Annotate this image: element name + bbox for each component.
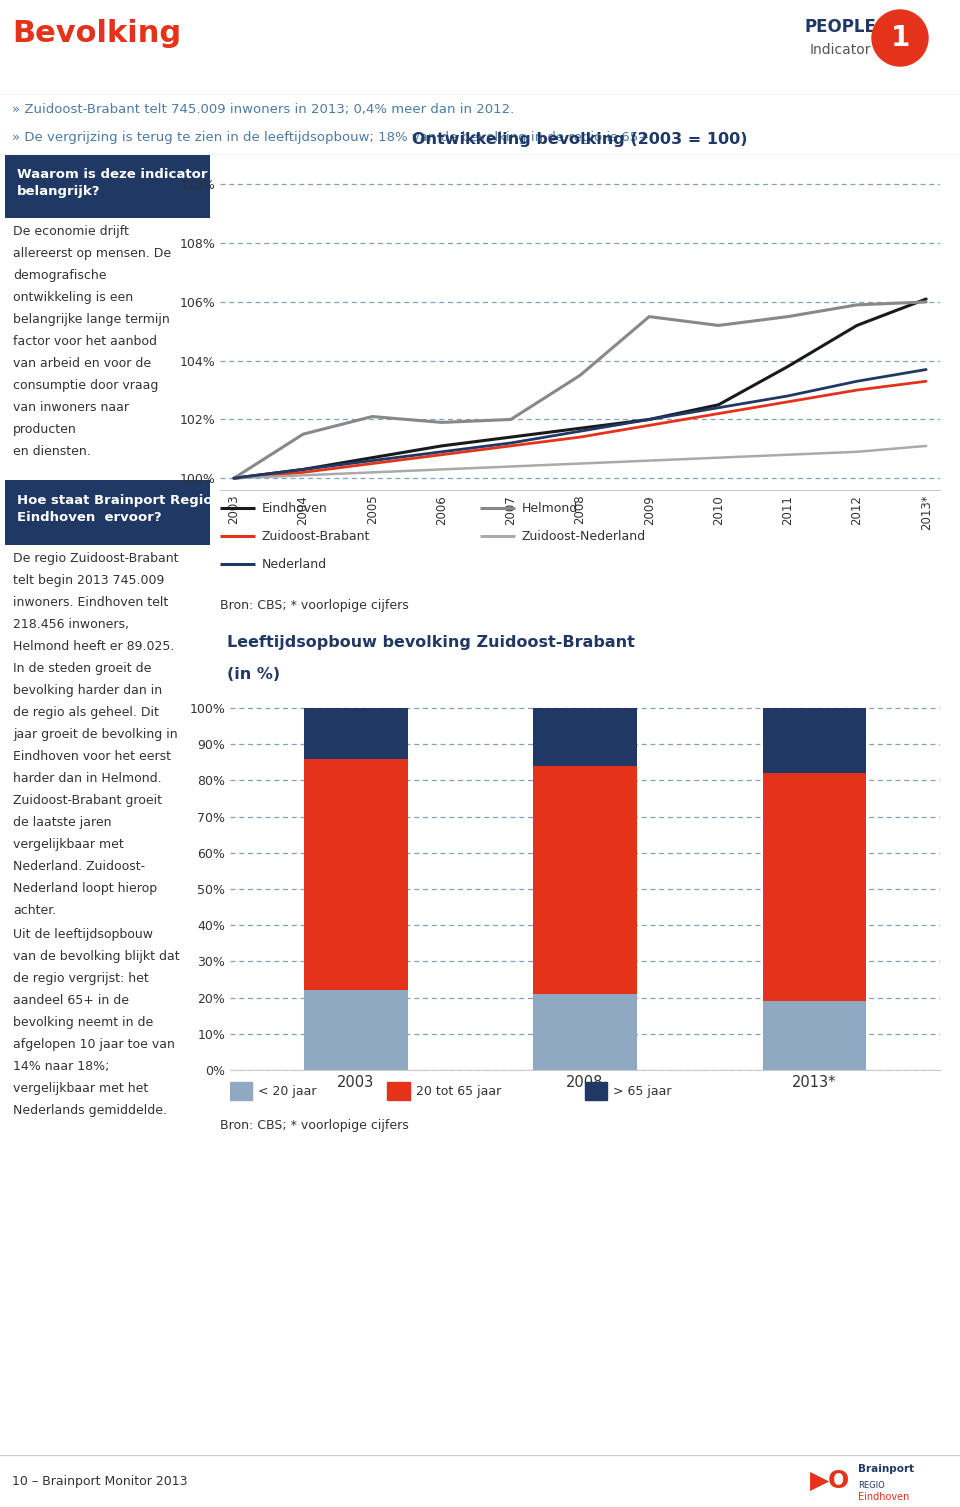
Bar bbox=[585, 1082, 608, 1100]
FancyBboxPatch shape bbox=[5, 155, 210, 219]
Bar bbox=[762, 708, 866, 773]
Text: de laatste jaren: de laatste jaren bbox=[13, 815, 111, 829]
Bar bbox=[304, 708, 407, 758]
Text: de regio als geheel. Dit: de regio als geheel. Dit bbox=[13, 705, 158, 719]
Text: Waarom is deze indicator
belangrijk?: Waarom is deze indicator belangrijk? bbox=[17, 169, 207, 199]
Text: Bevolking: Bevolking bbox=[12, 18, 181, 48]
Text: inwoners. Eindhoven telt: inwoners. Eindhoven telt bbox=[13, 595, 168, 609]
Text: jaar groeit de bevolking in: jaar groeit de bevolking in bbox=[13, 728, 178, 741]
Text: < 20 jaar: < 20 jaar bbox=[258, 1085, 317, 1097]
Text: achter.: achter. bbox=[13, 904, 57, 916]
Text: Uit de leeftijdsopbouw: Uit de leeftijdsopbouw bbox=[13, 928, 153, 940]
Text: 10 – Brainport Monitor 2013: 10 – Brainport Monitor 2013 bbox=[12, 1474, 187, 1487]
Text: harder dan in Helmond.: harder dan in Helmond. bbox=[13, 772, 161, 785]
Text: Eindhoven: Eindhoven bbox=[858, 1492, 909, 1502]
Text: ontwikkeling is een: ontwikkeling is een bbox=[13, 291, 133, 304]
Text: Zuidoost-Nederland: Zuidoost-Nederland bbox=[522, 529, 646, 543]
Text: Zuidoost-Brabant groeit: Zuidoost-Brabant groeit bbox=[13, 794, 162, 808]
Text: allereerst op mensen. De: allereerst op mensen. De bbox=[13, 247, 171, 261]
Text: In de steden groeit de: In de steden groeit de bbox=[13, 662, 152, 675]
Text: Helmond heeft er 89.025.: Helmond heeft er 89.025. bbox=[13, 640, 175, 653]
Text: ▶: ▶ bbox=[810, 1469, 829, 1493]
Text: van de bevolking blijkt dat: van de bevolking blijkt dat bbox=[13, 949, 180, 963]
Text: van inwoners naar: van inwoners naar bbox=[13, 401, 129, 414]
Circle shape bbox=[872, 11, 928, 66]
Text: Nederland. Zuidoost-: Nederland. Zuidoost- bbox=[13, 860, 145, 873]
Bar bbox=[534, 766, 636, 995]
Bar bbox=[230, 1082, 252, 1100]
Text: bevolking harder dan in: bevolking harder dan in bbox=[13, 684, 162, 698]
Text: Eindhoven voor het eerst: Eindhoven voor het eerst bbox=[13, 750, 171, 763]
Bar bbox=[304, 758, 407, 990]
Text: » Zuidoost-Brabant telt 745.009 inwoners in 2013; 0,4% meer dan in 2012.: » Zuidoost-Brabant telt 745.009 inwoners… bbox=[12, 102, 515, 116]
Text: Leeftijdsopbouw bevolking Zuidoost-Brabant: Leeftijdsopbouw bevolking Zuidoost-Braba… bbox=[228, 634, 636, 650]
Text: Bron: CBS; * voorlopige cijfers: Bron: CBS; * voorlopige cijfers bbox=[220, 1120, 409, 1132]
FancyBboxPatch shape bbox=[5, 481, 210, 546]
Text: (in %): (in %) bbox=[228, 668, 280, 683]
Text: De regio Zuidoost-Brabant: De regio Zuidoost-Brabant bbox=[13, 552, 179, 565]
Text: Zuidoost-Brabant: Zuidoost-Brabant bbox=[262, 529, 371, 543]
Bar bbox=[304, 990, 407, 1070]
Text: Brainport: Brainport bbox=[858, 1463, 914, 1474]
Text: Eindhoven: Eindhoven bbox=[262, 502, 327, 514]
Text: Nederland loopt hierop: Nederland loopt hierop bbox=[13, 882, 157, 895]
Text: Nederland: Nederland bbox=[262, 558, 327, 571]
Bar bbox=[387, 1082, 410, 1100]
Text: consumptie door vraag: consumptie door vraag bbox=[13, 378, 158, 392]
Text: producten: producten bbox=[13, 423, 77, 436]
Text: 20 tot 65 jaar: 20 tot 65 jaar bbox=[416, 1085, 501, 1097]
Text: 14% naar 18%;: 14% naar 18%; bbox=[13, 1059, 109, 1073]
Bar bbox=[762, 1001, 866, 1070]
Text: Nederlands gemiddelde.: Nederlands gemiddelde. bbox=[13, 1105, 167, 1117]
Text: > 65 jaar: > 65 jaar bbox=[613, 1085, 672, 1097]
Text: Hoe staat Brainport Regio
Eindhoven  ervoor?: Hoe staat Brainport Regio Eindhoven ervo… bbox=[17, 494, 213, 524]
Text: Helmond: Helmond bbox=[522, 502, 578, 514]
Title: Ontwikkeling bevolking (2003 = 100): Ontwikkeling bevolking (2003 = 100) bbox=[412, 133, 748, 146]
Bar bbox=[762, 773, 866, 1001]
Bar bbox=[534, 708, 636, 766]
Bar bbox=[534, 995, 636, 1070]
Text: belangrijke lange termijn: belangrijke lange termijn bbox=[13, 313, 170, 326]
Text: telt begin 2013 745.009: telt begin 2013 745.009 bbox=[13, 574, 164, 588]
Text: 218.456 inwoners,: 218.456 inwoners, bbox=[13, 618, 129, 631]
Text: vergelijkbaar met het: vergelijkbaar met het bbox=[13, 1082, 148, 1096]
Text: 1: 1 bbox=[890, 24, 910, 53]
Text: REGIO: REGIO bbox=[858, 1480, 885, 1489]
Text: demografische: demografische bbox=[13, 270, 107, 282]
Text: O: O bbox=[828, 1469, 850, 1493]
Text: de regio vergrijst: het: de regio vergrijst: het bbox=[13, 972, 149, 986]
Text: vergelijkbaar met: vergelijkbaar met bbox=[13, 838, 124, 851]
Text: PEOPLE: PEOPLE bbox=[804, 18, 876, 36]
Text: De economie drijft: De economie drijft bbox=[13, 225, 129, 238]
Text: Indicator: Indicator bbox=[809, 44, 871, 57]
Text: van arbeid en voor de: van arbeid en voor de bbox=[13, 357, 151, 371]
Text: bevolking neemt in de: bevolking neemt in de bbox=[13, 1016, 154, 1029]
Text: factor voor het aanbod: factor voor het aanbod bbox=[13, 335, 157, 348]
Text: » De vergrijzing is terug te zien in de leeftijdsopbouw; 18% van de bevolking in: » De vergrijzing is terug te zien in de … bbox=[12, 131, 654, 143]
Text: en diensten.: en diensten. bbox=[13, 445, 91, 458]
Text: Bron: CBS; * voorlopige cijfers: Bron: CBS; * voorlopige cijfers bbox=[220, 600, 409, 612]
Text: afgelopen 10 jaar toe van: afgelopen 10 jaar toe van bbox=[13, 1038, 175, 1050]
Text: aandeel 65+ in de: aandeel 65+ in de bbox=[13, 995, 129, 1007]
